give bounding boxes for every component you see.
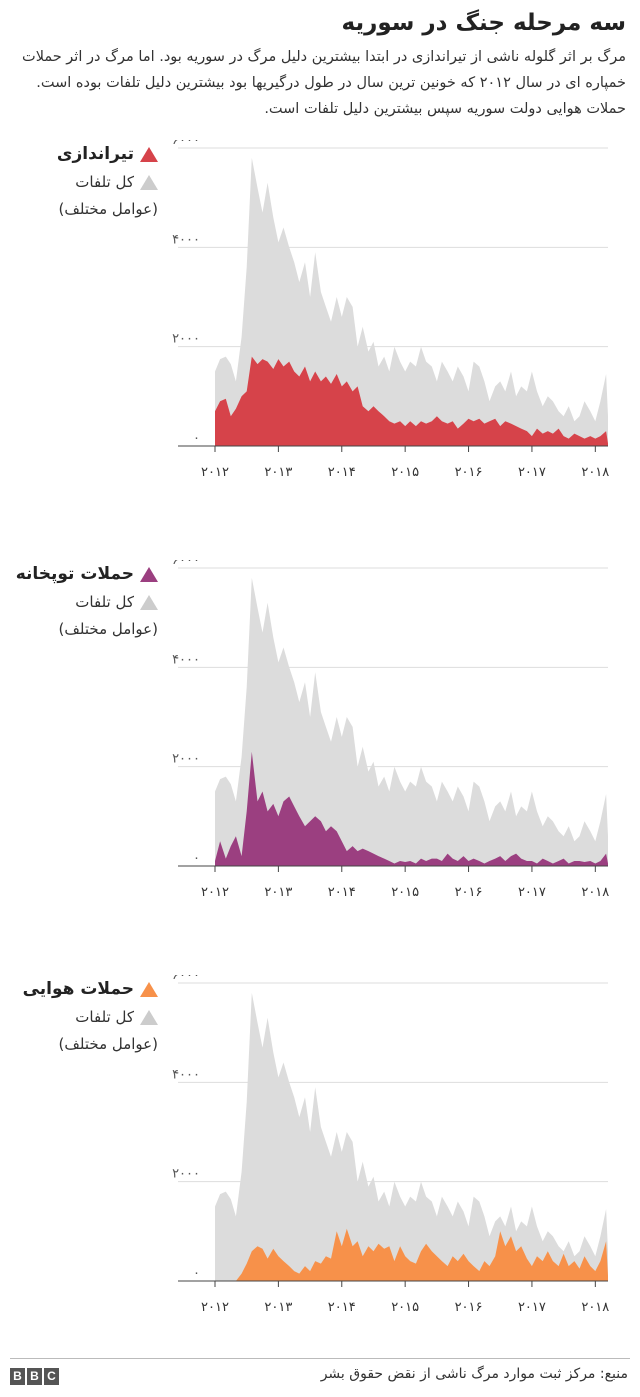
- y-tick-label: ۰: [193, 851, 200, 866]
- legend-total-label: کل تلفات: [75, 173, 134, 191]
- total-area: [215, 157, 608, 446]
- legend-total-note: (عوامل مختلف): [58, 200, 158, 218]
- bbc-logo: B B C: [10, 1368, 59, 1385]
- chart-plot: ۶۰۰۰ ۴۰۰۰ ۲۰۰۰ ۰ ۲۰۱۲ ۲۰۱۳ ۲۰۱۴ ۲۰۱۵ ۲۰۱۶ ۲۰۱۷ ۲۰۱…: [172, 560, 609, 900]
- logo-letter: B: [10, 1368, 25, 1385]
- x-tick-label: ۲۰۱۶: [455, 465, 483, 480]
- y-tick-label: ۶۰۰۰: [172, 140, 200, 148]
- y-tick-label: ۶۰۰۰: [172, 560, 200, 568]
- y-tick-label: ۴۰۰۰: [172, 232, 200, 247]
- triangle-icon: [140, 146, 158, 162]
- y-tick-label: ۲۰۰۰: [172, 752, 200, 767]
- x-tick-label: ۲۰۱۷: [518, 1300, 546, 1315]
- legend: حملات توپخانه کل تلفات (عوامل مختلف): [8, 560, 158, 642]
- y-tick-label: ۰: [193, 1266, 200, 1281]
- triangle-icon: [140, 1009, 158, 1025]
- x-tick-label: ۲۰۱۵: [391, 1300, 419, 1315]
- page-subtitle: مرگ بر اثر گلوله ناشی از تیراندازی در اب…: [22, 49, 626, 117]
- legend-item-total: کل تلفات: [8, 168, 158, 196]
- x-tick-label: ۲۰۱۳: [264, 1300, 292, 1315]
- legend-total-note: (عوامل مختلف): [58, 620, 158, 638]
- x-tick-label: ۲۰۱۵: [391, 885, 419, 900]
- chart-air-strikes: حملات هوایی کل تلفات (عوامل مختلف) ۶۰۰۰ ۴…: [0, 975, 640, 1345]
- y-tick-label: ۲۰۰۰: [172, 332, 200, 347]
- x-tick-label: ۲۰۱۳: [264, 465, 292, 480]
- x-tick-label: ۲۰۱۷: [518, 465, 546, 480]
- legend-total-label: کل تلفات: [75, 1008, 134, 1026]
- triangle-icon: [140, 594, 158, 610]
- x-tick-label: ۲۰۱۴: [328, 1300, 356, 1315]
- x-tick-label: ۲۰۱۲: [201, 465, 229, 480]
- chart-shooting: تیراندازی کل تلفات (عوامل مختلف) ۶۰۰۰ ۴۰۰…: [0, 140, 640, 510]
- y-tick-label: ۴۰۰۰: [172, 1067, 200, 1082]
- legend-total-label: کل تلفات: [75, 593, 134, 611]
- y-tick-label: ۰: [193, 431, 200, 446]
- x-tick-label: ۲۰۱۷: [518, 885, 546, 900]
- x-tick-label: ۲۰۱۵: [391, 465, 419, 480]
- x-tick-label: ۲۰۱۸: [581, 885, 609, 900]
- x-tick-label: ۲۰۱۳: [264, 885, 292, 900]
- footer-divider: [10, 1358, 630, 1359]
- x-tick-label: ۲۰۱۴: [328, 465, 356, 480]
- legend: تیراندازی کل تلفات (عوامل مختلف): [8, 140, 158, 222]
- x-tick-label: ۲۰۱۲: [201, 1300, 229, 1315]
- legend-highlight-label: تیراندازی: [56, 144, 134, 164]
- y-tick-label: ۴۰۰۰: [172, 652, 200, 667]
- total-area: [215, 577, 608, 866]
- legend-item-total: کل تلفات: [8, 1003, 158, 1031]
- chart-shelling: حملات توپخانه کل تلفات (عوامل مختلف) ۶۰۰…: [0, 560, 640, 930]
- y-tick-label: ۶۰۰۰: [172, 975, 200, 983]
- x-tick-label: ۲۰۱۶: [455, 885, 483, 900]
- y-tick-label: ۲۰۰۰: [172, 1167, 200, 1182]
- triangle-icon: [140, 981, 158, 997]
- legend-item-highlight: حملات توپخانه: [8, 560, 158, 588]
- chart-plot: ۶۰۰۰ ۴۰۰۰ ۲۰۰۰ ۰ ۲۰۱۲ ۲۰۱۳ ۲۰۱۴ ۲۰۱۵ ۲۰۱۶ ۲۰۱۷ ۲۰۱…: [172, 975, 609, 1315]
- logo-letter: C: [44, 1368, 59, 1385]
- highlight-area: [215, 751, 608, 866]
- triangle-icon: [140, 566, 158, 582]
- page-title: سه مرحله جنگ در سوریه: [341, 10, 626, 36]
- legend-item-highlight: حملات هوایی: [8, 975, 158, 1003]
- highlight-area: [215, 1228, 608, 1281]
- legend-total-note: (عوامل مختلف): [58, 1035, 158, 1053]
- x-tick-label: ۲۰۱۴: [328, 885, 356, 900]
- source-note: منبع: مرکز ثبت موارد مرگ ناشی از نقض حقو…: [320, 1366, 628, 1382]
- x-tick-label: ۲۰۱۸: [581, 1300, 609, 1315]
- legend-item-highlight: تیراندازی: [8, 140, 158, 168]
- total-area: [215, 992, 608, 1281]
- x-tick-label: ۲۰۱۶: [455, 1300, 483, 1315]
- x-tick-label: ۲۰۱۲: [201, 885, 229, 900]
- logo-letter: B: [27, 1368, 42, 1385]
- legend-highlight-label: حملات توپخانه: [15, 564, 134, 584]
- legend-item-total: کل تلفات: [8, 588, 158, 616]
- legend: حملات هوایی کل تلفات (عوامل مختلف): [8, 975, 158, 1057]
- highlight-area: [215, 356, 608, 446]
- x-tick-label: ۲۰۱۸: [581, 465, 609, 480]
- triangle-icon: [140, 174, 158, 190]
- chart-plot: ۶۰۰۰ ۴۰۰۰ ۲۰۰۰ ۰ ۲۰۱۲ ۲۰۱۳ ۲۰۱۴ ۲۰۱۵ ۲۰۱۶ ۲۰۱۷ ۲۰۱…: [172, 140, 609, 480]
- legend-highlight-label: حملات هوایی: [22, 979, 134, 999]
